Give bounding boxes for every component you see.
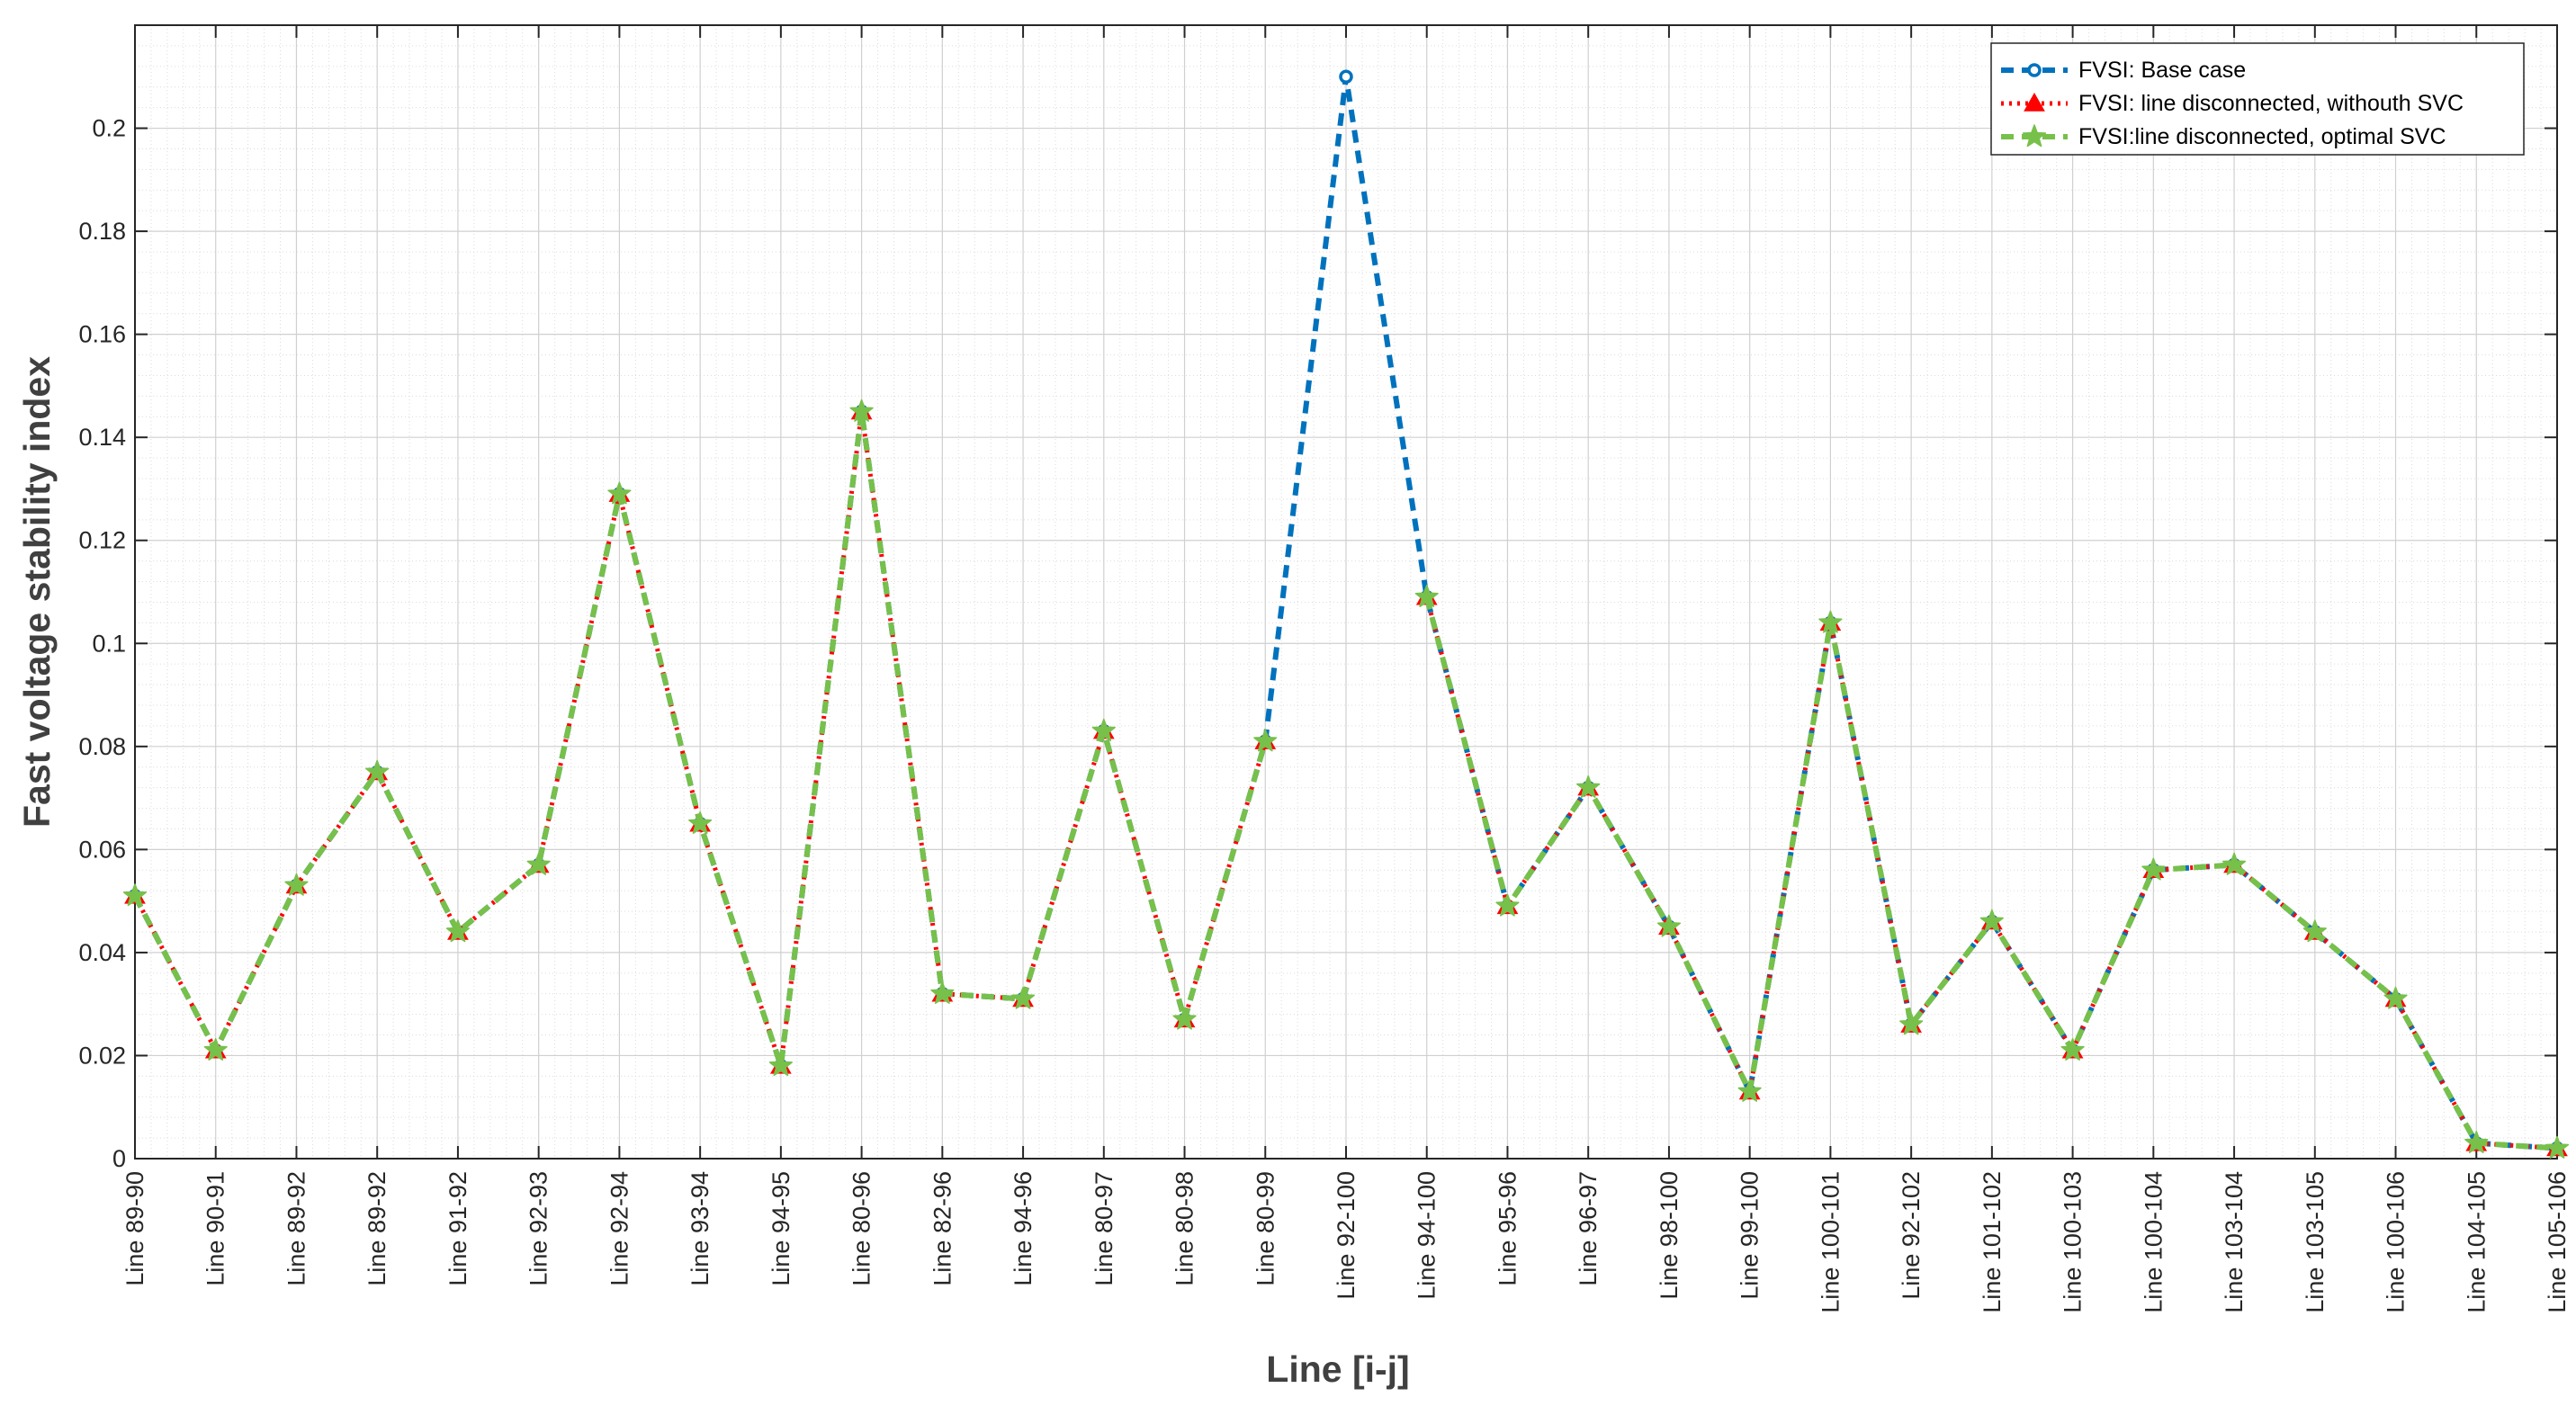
data-point — [365, 759, 390, 783]
x-tick-label: Line 89-90 — [121, 1171, 148, 1286]
data-point — [1656, 914, 1682, 937]
x-tick-label: Line 100-106 — [2383, 1171, 2410, 1313]
y-tick-label: 0.1 — [92, 630, 126, 657]
x-tick-label: Line 96-97 — [1575, 1171, 1602, 1286]
x-tick-label: Line 98-100 — [1656, 1171, 1683, 1300]
x-tick-label: Line 103-104 — [2221, 1171, 2248, 1313]
x-tick-label: Line 94-96 — [1010, 1171, 1037, 1286]
x-tick-label: Line 94-100 — [1414, 1171, 1441, 1300]
x-tick-label: Line 93-94 — [687, 1171, 714, 1286]
x-axis-title: Line [i-j] — [1266, 1348, 1409, 1390]
legend-marker-sample — [2027, 63, 2042, 77]
x-tick-label: Line 100-103 — [2060, 1171, 2087, 1313]
data-point — [2060, 1037, 2085, 1061]
legend-marker-sample — [2024, 92, 2045, 112]
data-point — [930, 981, 955, 1004]
legend-label-optimal-svc: FVSI:line disconnected, optimal SVC — [2078, 124, 2446, 149]
data-point — [526, 852, 551, 875]
data-point — [1818, 610, 1843, 633]
data-point — [1253, 729, 1278, 752]
data-point — [2464, 1131, 2489, 1154]
data-point — [849, 399, 874, 422]
x-tick-label: Line 92-102 — [1898, 1171, 1925, 1300]
data-point — [1576, 775, 1601, 798]
x-tick-label: Line 103-105 — [2302, 1171, 2329, 1313]
y-tick-label: 0 — [112, 1145, 126, 1172]
legend: FVSI: Base case FVSI: line disconnected,… — [1990, 42, 2525, 156]
y-tick-label: 0.14 — [78, 424, 126, 451]
x-tick-label: Line 99-100 — [1737, 1171, 1764, 1300]
x-axis-ticks: Line 89-90 Line 90-91 Line 89-92 Line 89-92… — [121, 25, 2571, 1313]
x-tick-label: Line 104-105 — [2463, 1171, 2490, 1313]
legend-label-without-svc: FVSI: line disconnected, withouth SVC — [2078, 91, 2464, 116]
y-tick-label: 0.06 — [78, 836, 126, 863]
series-2 — [122, 399, 2570, 1159]
x-tick-label: Line 80-97 — [1091, 1171, 1117, 1286]
data-point — [1414, 584, 1439, 607]
x-tick-label: Line 101-102 — [1979, 1171, 2006, 1313]
data-point — [688, 810, 713, 834]
x-tick-label: Line 105-106 — [2544, 1171, 2571, 1313]
legend-marker-sample — [2022, 124, 2047, 148]
legend-samples — [2001, 63, 2068, 148]
x-tick-label: Line 80-96 — [848, 1171, 875, 1286]
x-tick-label: Line 92-100 — [1333, 1171, 1360, 1300]
y-tick-label: 0.18 — [78, 218, 126, 245]
data-point — [284, 873, 309, 896]
y-tick-label: 0.04 — [78, 939, 126, 966]
x-tick-label: Line 89-92 — [364, 1171, 390, 1286]
data-point — [122, 883, 148, 907]
x-tick-label: Line 92-93 — [525, 1171, 552, 1286]
series-layer — [122, 69, 2570, 1159]
y-tick-label: 0.12 — [78, 527, 126, 554]
data-point — [1979, 909, 2004, 932]
data-point — [2383, 986, 2408, 1009]
legend-box — [1990, 42, 2525, 156]
data-point — [2545, 1135, 2570, 1159]
y-tick-label: 0.16 — [78, 321, 126, 348]
y-axis-ticks: 0 0.02 0.04 0.06 0.08 0.1 0.12 0.14 0.16 0.18 0.2 — [78, 115, 2557, 1172]
x-tick-label: Line 89-92 — [283, 1171, 310, 1286]
x-tick-label: Line 91-92 — [444, 1171, 471, 1286]
legend-label-base-case: FVSI: Base case — [2078, 58, 2246, 83]
data-point — [607, 481, 632, 505]
y-tick-label: 0.02 — [78, 1042, 126, 1069]
data-point — [1899, 1012, 1924, 1035]
y-tick-label: 0.08 — [78, 733, 126, 760]
data-point — [2221, 852, 2247, 875]
data-point — [445, 919, 471, 943]
data-point — [768, 1053, 793, 1077]
x-tick-label: Line 92-94 — [606, 1171, 633, 1286]
x-tick-label: Line 100-104 — [2140, 1171, 2167, 1313]
x-tick-label: Line 80-99 — [1252, 1171, 1279, 1286]
data-point — [1010, 986, 1036, 1009]
data-point — [1495, 893, 1520, 917]
y-tick-label: 0.2 — [92, 115, 126, 142]
data-point — [203, 1037, 228, 1061]
data-point — [1737, 1079, 1762, 1102]
y-axis-title: Fast voltage stability index — [16, 356, 58, 828]
x-tick-label: Line 90-91 — [202, 1171, 229, 1286]
x-tick-label: Line 94-95 — [767, 1171, 794, 1286]
x-tick-label: Line 100-101 — [1817, 1171, 1844, 1313]
data-point — [1172, 1007, 1197, 1030]
x-tick-label: Line 95-96 — [1494, 1171, 1521, 1286]
x-tick-label: Line 82-96 — [929, 1171, 956, 1286]
data-point — [1091, 718, 1116, 741]
x-tick-label: Line 80-98 — [1171, 1171, 1198, 1286]
data-point — [1339, 69, 1353, 85]
data-point — [2141, 857, 2166, 881]
data-point — [2302, 919, 2327, 943]
